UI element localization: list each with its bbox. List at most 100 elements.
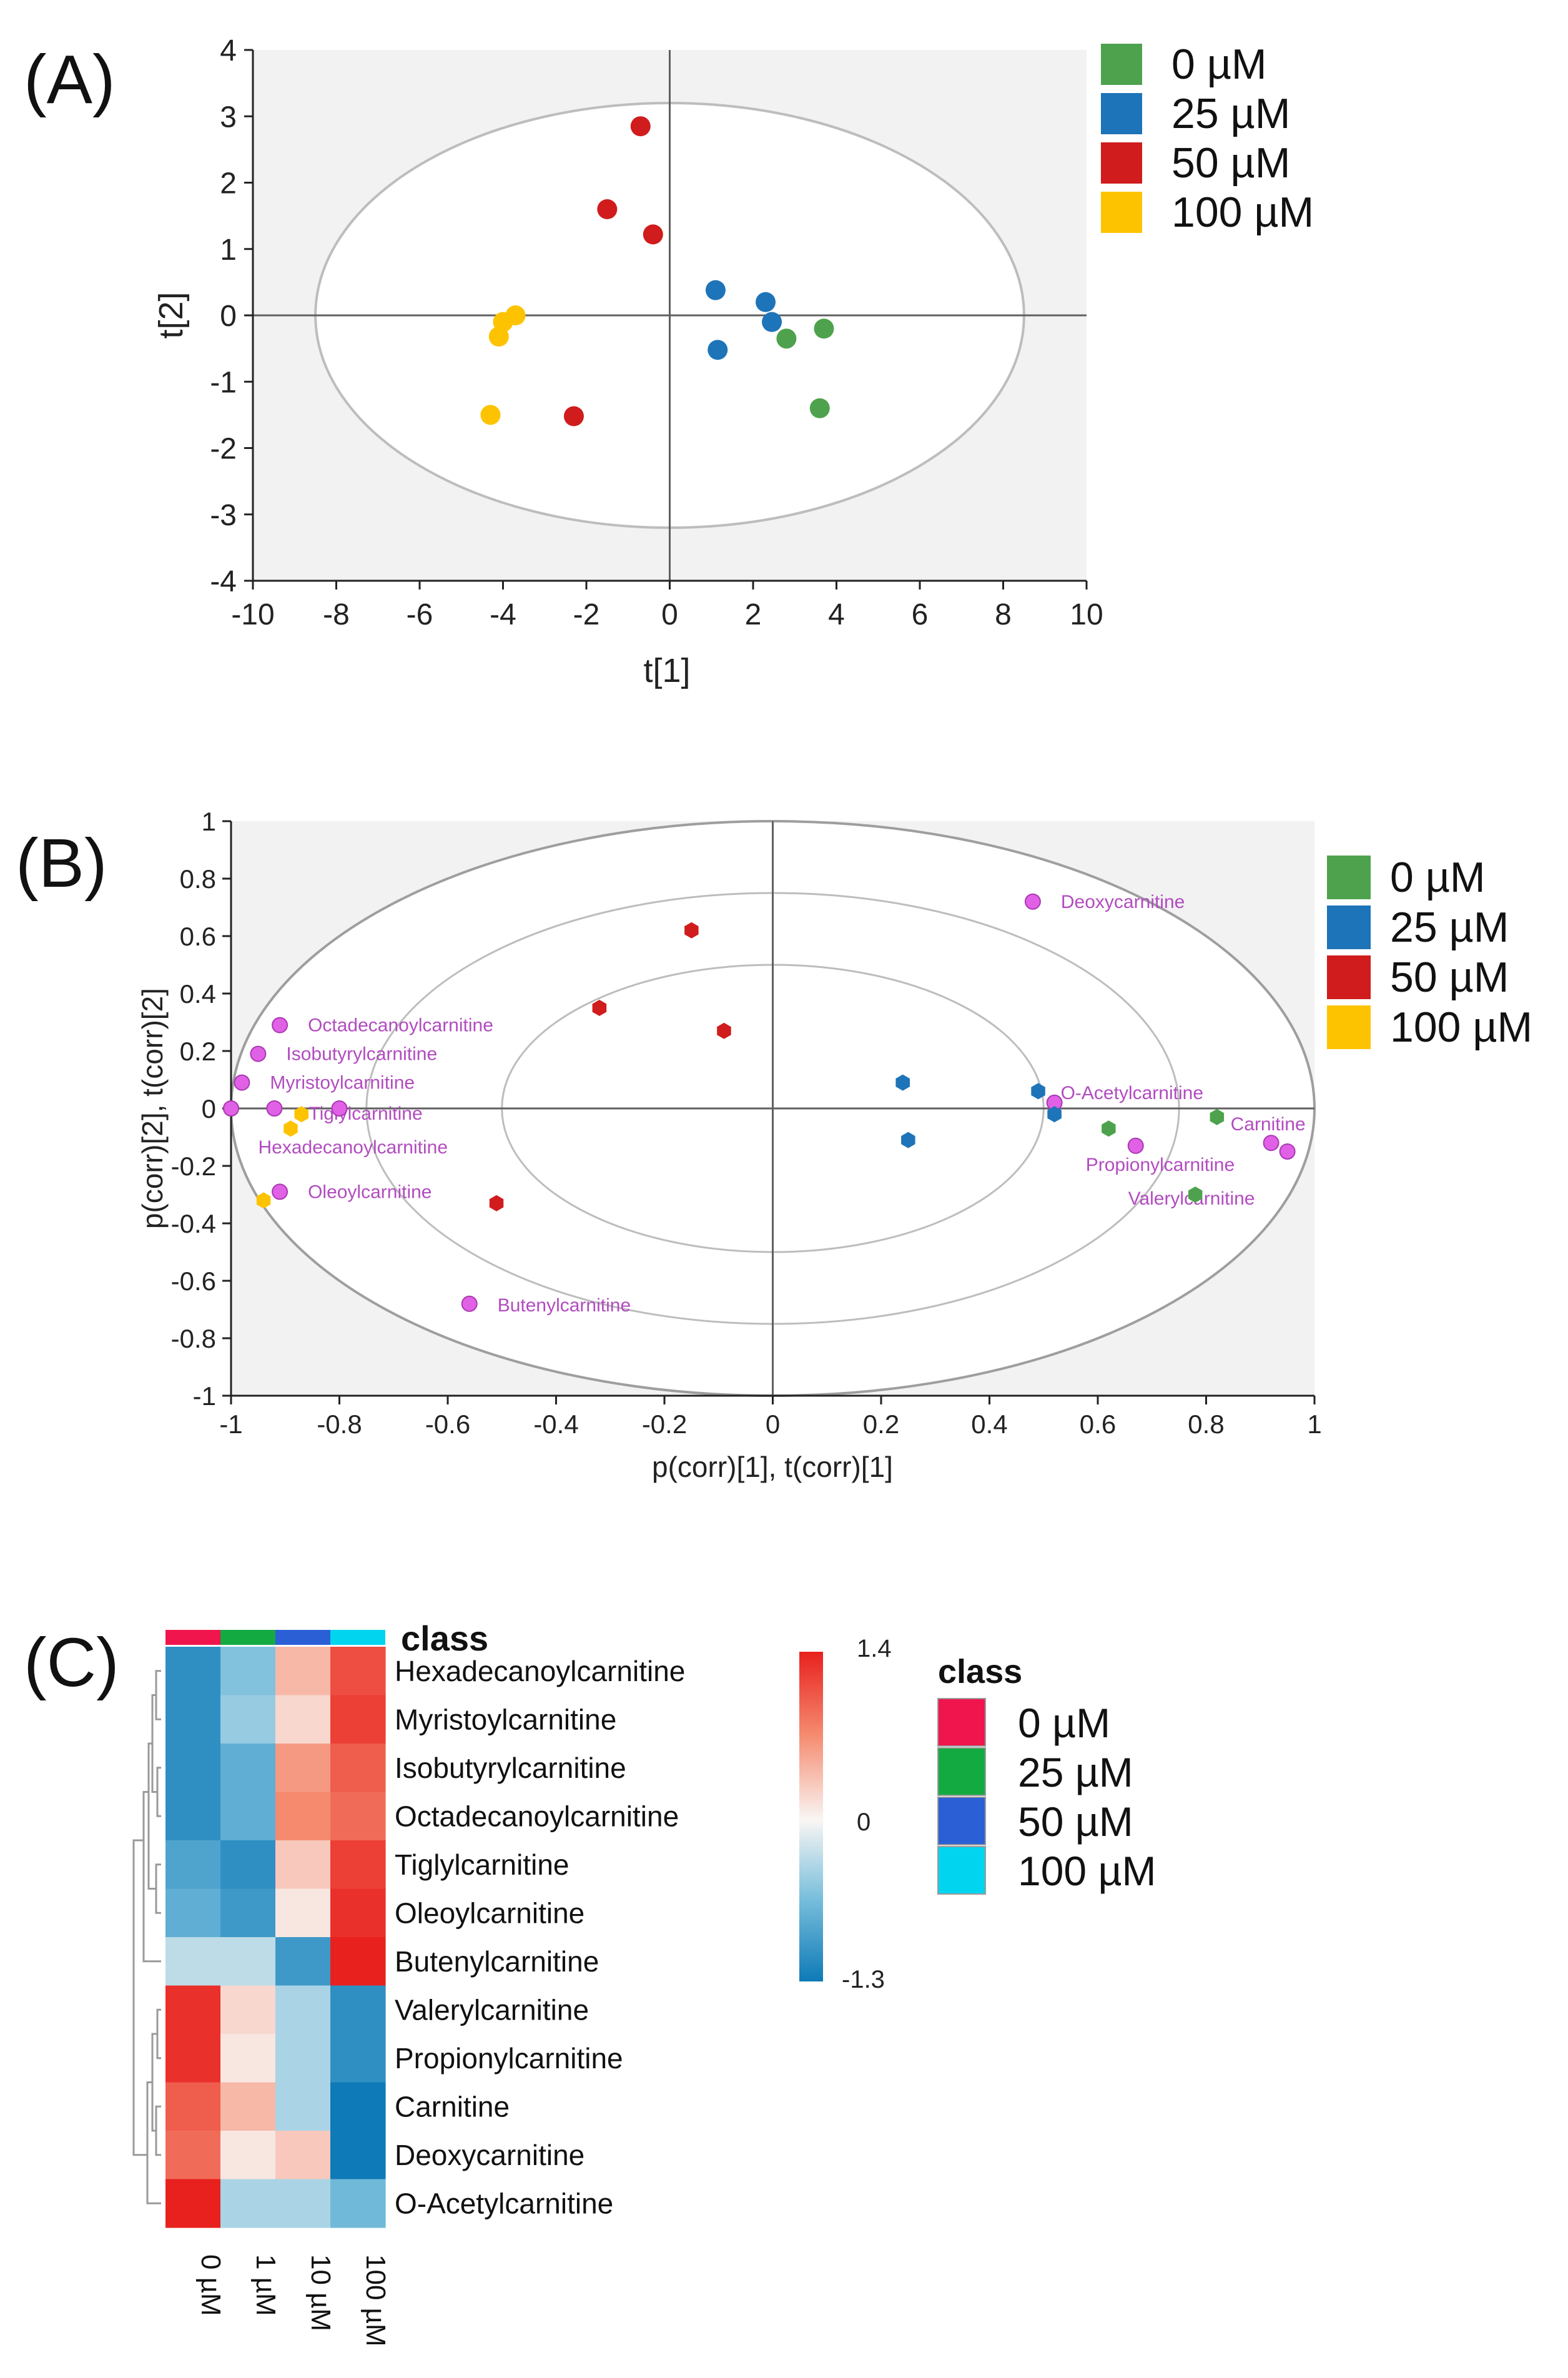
column-label: 0 µM (195, 2254, 226, 2316)
legend-label-100-um: 100 µM (1018, 1848, 1156, 1894)
heatmap-cell (165, 1695, 221, 1744)
panel-c-colorbar-ticks: 1.4 0 -1.3 (842, 1635, 892, 1993)
variable-label: Oleoylcarnitine (308, 1182, 431, 1202)
x-tick-label: 10 (1070, 598, 1103, 631)
heatmap-cell (275, 1937, 331, 1986)
variable-label: Deoxycarnitine (1061, 892, 1185, 912)
heatmap-cell (330, 2034, 386, 2083)
panel-b-variables: Deoxycarnitine Octadecanoylcarnitine Isobu… (223, 892, 1306, 1316)
y-tick-label: 0.2 (180, 1037, 216, 1066)
row-label: Deoxycarnitine (395, 2139, 584, 2171)
x-tick-label: -2 (573, 598, 600, 631)
class-bar-cell (330, 1630, 385, 1645)
y-tick-label: 0 (220, 300, 237, 333)
x-tick-label: -1 (219, 1409, 242, 1439)
class-bar-cell (220, 1630, 275, 1645)
heatmap-cell (275, 2179, 331, 2228)
point-50-um (684, 922, 699, 939)
heatmap-cell (220, 2082, 276, 2131)
point-50-um (717, 1022, 731, 1039)
legend-swatch-100-um (937, 1846, 986, 1895)
y-tick-label: -0.8 (171, 1324, 216, 1353)
heatmap-cell (275, 1647, 331, 1696)
panel-b-y-label: p(corr)[2], t(corr)[2] (136, 988, 169, 1229)
panel-c-row-dendrogram (132, 1670, 161, 2204)
variable-point (1127, 1137, 1144, 1154)
heatmap-cell (275, 1840, 331, 1890)
x-tick-label: 1 (1307, 1409, 1321, 1439)
heatmap-cell (220, 2131, 276, 2180)
y-tick-label: 0.6 (180, 922, 216, 951)
heatmap-cell (220, 1744, 276, 1793)
point-100-um (256, 1192, 271, 1209)
variable-label: Butenylcarnitine (498, 1295, 631, 1316)
dendrogram-branch (146, 2081, 161, 2204)
heatmap-cell (275, 2034, 331, 2083)
heatmap-cell (330, 1695, 386, 1744)
heatmap-cell (275, 2082, 331, 2131)
heatmap-cell (165, 2131, 221, 2180)
heatmap-cell (330, 1840, 386, 1890)
heatmap-cell (330, 1985, 386, 2035)
heatmap-cell (330, 2179, 386, 2228)
row-label: Propionylcarnitine (395, 2042, 623, 2075)
panel-b-ticks: -1 -0.8 -0.6 -0.4 -0.2 0 0.2 0.4 0.6 0.8 1 1 0.8 0.6 0… (171, 807, 1322, 1439)
panel-a-points (480, 116, 834, 427)
heatmap-cell (220, 1840, 276, 1890)
dendrogram-branch (142, 1791, 161, 1963)
point-25-um (895, 1074, 910, 1091)
legend-label-25-um: 25 µM (1390, 904, 1509, 951)
variable-point (1279, 1143, 1296, 1160)
heatmap-cell (220, 2179, 276, 2228)
x-tick-label: -8 (323, 598, 350, 631)
point-25-um (705, 280, 726, 300)
variable-point (1024, 893, 1041, 910)
x-tick-label: 8 (995, 598, 1012, 631)
point-0-um (1102, 1120, 1116, 1137)
variable-label: Propionylcarnitine (1086, 1155, 1235, 1175)
point-50-um (489, 1195, 504, 1211)
heatmap-cell (220, 1695, 276, 1744)
x-tick-label: 2 (745, 598, 762, 631)
x-tick-label: 0.4 (971, 1409, 1007, 1439)
colorbar-tick-label: -1.3 (842, 1966, 885, 1993)
heatmap-cell (275, 2131, 331, 2180)
panel-b: (B) -1 -0.8 -0.6 -0.4 -0.2 0 0.2 0.4 0.6 0.8 1 1 0.8… (16, 807, 1532, 1483)
panel-c-row-labels: Hexadecanoylcarnitine Myristoylcarnitine I… (395, 1655, 685, 2220)
legend-swatch-0-um (937, 1698, 986, 1747)
panel-c-heatmap-cells (165, 1647, 386, 2228)
x-tick-label: -4 (490, 598, 516, 631)
point-25-um (708, 340, 728, 360)
y-tick-label: -3 (210, 499, 237, 532)
legend-swatch-0-um (1101, 44, 1142, 85)
y-tick-label: -0.4 (171, 1209, 216, 1238)
variable-label: Myristoylcarnitine (270, 1073, 415, 1093)
x-tick-label: 6 (912, 598, 929, 631)
x-tick-label: -0.4 (533, 1409, 578, 1439)
heatmap-cell (165, 1840, 221, 1890)
variable-point (234, 1074, 250, 1091)
dendrogram-branch (156, 2008, 161, 2060)
dendrogram-branch (155, 1863, 161, 1914)
panel-c-legend-title: class (938, 1653, 1022, 1690)
dendrogram-branch (132, 1839, 147, 2156)
heatmap-cell (165, 1792, 221, 1841)
point-50-um (592, 1000, 607, 1016)
panel-c-column-class-bar (165, 1630, 385, 1645)
x-tick-label: 0.8 (1188, 1409, 1224, 1439)
x-tick-label: 0 (661, 598, 678, 631)
point-100-um (294, 1106, 308, 1123)
row-label: Oleoylcarnitine (395, 1897, 584, 1929)
panel-b-x-label: p(corr)[1], t(corr)[1] (652, 1451, 893, 1483)
variable-point (272, 1017, 288, 1034)
variable-label: O-Acetylcarnitine (1061, 1083, 1203, 1103)
heatmap-cell (220, 1647, 276, 1696)
point-50-um (630, 116, 651, 137)
x-tick-label: -0.8 (317, 1409, 362, 1439)
point-100-um (488, 327, 509, 347)
heatmap-cell (330, 1647, 386, 1696)
row-label: Butenylcarnitine (395, 1945, 599, 1978)
